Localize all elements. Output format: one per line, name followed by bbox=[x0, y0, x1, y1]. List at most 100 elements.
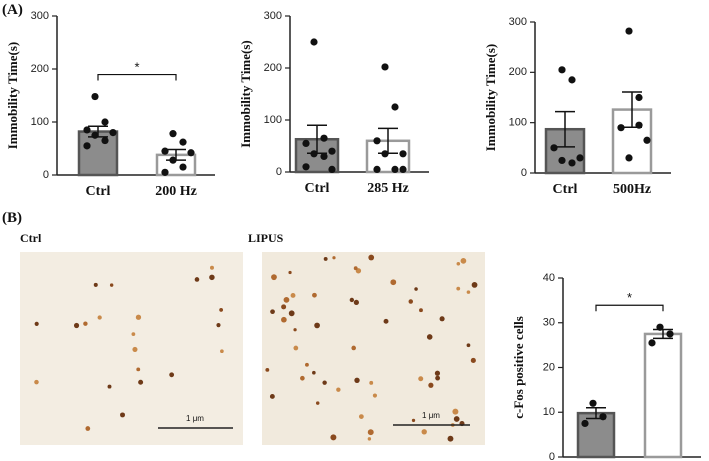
data-point bbox=[320, 152, 328, 160]
y-tick-label: 0 bbox=[276, 166, 282, 178]
x-tick-label: 285 Hz bbox=[367, 181, 409, 196]
cell-dot bbox=[305, 362, 309, 367]
significance-label: * bbox=[627, 290, 632, 305]
data-point bbox=[648, 339, 656, 347]
cell-dot bbox=[358, 414, 364, 419]
y-tick-label: 200 bbox=[509, 66, 527, 78]
cell-dot bbox=[368, 254, 375, 261]
cell-dot bbox=[281, 304, 287, 310]
y-tick-label: 300 bbox=[509, 16, 527, 28]
data-point bbox=[187, 149, 195, 157]
cell-dot bbox=[351, 345, 356, 351]
bar bbox=[77, 130, 119, 177]
cell-dot bbox=[315, 401, 320, 405]
data-point bbox=[91, 92, 99, 101]
data-point bbox=[328, 165, 336, 173]
cell-dot bbox=[332, 256, 336, 260]
cell-dot bbox=[369, 380, 374, 385]
y-axis-label: Immobility Time(s) bbox=[238, 40, 253, 148]
cell-dot bbox=[209, 274, 215, 281]
y-tick-label: 30 bbox=[543, 317, 555, 329]
data-point bbox=[391, 165, 399, 173]
y-tick-label: 0 bbox=[549, 451, 555, 461]
micrograph bbox=[20, 252, 243, 445]
y-tick-label: 100 bbox=[31, 116, 49, 128]
y-axis-label: c-Fos positive cells bbox=[511, 316, 526, 419]
cell-dot bbox=[411, 418, 416, 423]
scale-bar-label: 1 μm bbox=[186, 414, 204, 423]
cell-dot bbox=[34, 321, 39, 326]
x-tick-label: Ctrl bbox=[86, 184, 111, 199]
cell-dot bbox=[414, 287, 418, 291]
x-tick-label: 500Hz bbox=[613, 182, 651, 197]
cell-dot bbox=[367, 429, 374, 436]
data-point bbox=[391, 103, 399, 111]
cell-dot bbox=[330, 434, 337, 441]
data-point bbox=[666, 330, 674, 338]
data-point bbox=[328, 147, 336, 155]
data-point bbox=[635, 121, 643, 129]
data-point bbox=[302, 163, 310, 171]
cell-dot bbox=[418, 376, 424, 382]
cell-dot bbox=[136, 367, 141, 372]
data-point bbox=[381, 150, 389, 158]
cell-dot bbox=[434, 370, 441, 376]
cell-dot bbox=[367, 437, 372, 441]
cell-dot bbox=[372, 393, 378, 398]
data-point bbox=[91, 131, 99, 139]
y-tick-label: 20 bbox=[543, 361, 555, 373]
cell-dot bbox=[73, 322, 80, 329]
cell-dot bbox=[290, 293, 296, 298]
cell-dot bbox=[169, 372, 175, 378]
cell-dot bbox=[353, 299, 359, 306]
data-point bbox=[161, 147, 169, 155]
cell-dot bbox=[471, 281, 478, 288]
cell-dot bbox=[354, 377, 360, 383]
cell-dot bbox=[466, 343, 471, 348]
cell-dot bbox=[109, 283, 114, 287]
cell-dot bbox=[132, 346, 138, 352]
y-tick-label: 300 bbox=[264, 10, 282, 22]
cell-dot bbox=[281, 316, 287, 323]
data-point bbox=[589, 399, 597, 407]
data-point bbox=[83, 126, 91, 134]
cell-dot bbox=[194, 277, 200, 282]
cell-dot bbox=[421, 429, 427, 435]
cell-dot bbox=[426, 334, 433, 340]
cell-dot bbox=[349, 297, 355, 303]
cell-dot bbox=[322, 380, 327, 385]
panel-label: (B) bbox=[2, 210, 22, 226]
data-point bbox=[399, 165, 407, 173]
cell-dot bbox=[120, 412, 126, 418]
y-tick-label: 100 bbox=[509, 117, 527, 129]
cell-dot bbox=[447, 435, 454, 442]
x-tick-label: Ctrl bbox=[553, 182, 578, 197]
panel-label: (A) bbox=[2, 2, 23, 18]
micrograph bbox=[262, 252, 485, 445]
data-point bbox=[643, 136, 651, 144]
cell-dot bbox=[85, 426, 91, 431]
y-tick-label: 200 bbox=[31, 63, 49, 75]
cell-dot bbox=[390, 279, 397, 286]
data-point bbox=[179, 138, 187, 146]
scale-bar-label: 1 μm bbox=[422, 411, 440, 420]
cell-dot bbox=[428, 382, 434, 388]
cell-dot bbox=[408, 299, 413, 304]
data-point bbox=[310, 150, 318, 158]
data-point bbox=[302, 139, 310, 147]
data-point bbox=[635, 93, 643, 102]
cell-dot bbox=[34, 379, 39, 385]
cell-dot bbox=[265, 367, 270, 372]
cell-dot bbox=[83, 321, 88, 326]
data-point bbox=[373, 137, 381, 145]
data-point bbox=[310, 38, 318, 46]
cell-dot bbox=[209, 265, 214, 270]
data-point bbox=[617, 124, 625, 132]
data-point bbox=[550, 144, 558, 152]
y-axis-label: Immobility Time(s) bbox=[483, 44, 498, 152]
cell-dot bbox=[271, 274, 277, 281]
cell-dot bbox=[216, 323, 221, 328]
cell-dot bbox=[323, 256, 328, 261]
cell-dot bbox=[283, 296, 290, 303]
